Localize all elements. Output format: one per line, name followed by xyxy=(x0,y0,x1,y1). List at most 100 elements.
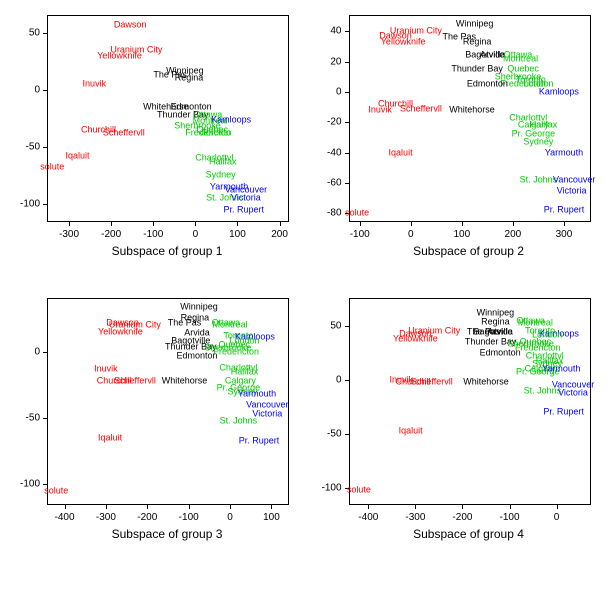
data-point-label: Scheffervll xyxy=(114,377,156,386)
panel-1: -100-50050-300-200-1000100200DawsonUrani… xyxy=(15,15,297,258)
xtick-mark xyxy=(360,221,361,226)
xtick-mark xyxy=(557,504,558,509)
data-point-label: Victoria xyxy=(558,388,588,397)
data-point-label: Inuvik xyxy=(368,106,392,115)
ytick-mark xyxy=(345,62,350,63)
ytick-mark xyxy=(345,326,350,327)
data-point-label: Regina xyxy=(463,37,492,46)
data-point-label: Yarmouth xyxy=(542,365,580,374)
xtick-mark xyxy=(147,504,148,509)
data-point-label: solute xyxy=(44,486,68,495)
data-point-label: Whitehorse xyxy=(463,378,509,387)
data-point-label: Yellowknife xyxy=(97,51,142,60)
plot-area: -100-500-400-300-200-1000100WinnipegRegi… xyxy=(47,298,289,505)
ytick-mark xyxy=(345,380,350,381)
xtick-mark xyxy=(415,504,416,509)
panel-4: -100-50050-400-300-200-1000WinnipegRegin… xyxy=(317,298,599,541)
data-point-label: Whitehorse xyxy=(162,377,208,386)
data-point-label: Victoria xyxy=(557,186,587,195)
x-axis-label: Subspace of group 4 xyxy=(349,527,589,541)
data-point-label: Arvida xyxy=(480,51,506,60)
data-point-label: Iqaluit xyxy=(389,148,413,157)
xtick-mark xyxy=(69,221,70,226)
xtick-mark xyxy=(462,504,463,509)
data-point-label: Fredericton xyxy=(214,347,260,356)
data-point-label: Edmonton xyxy=(467,80,508,89)
xtick-mark xyxy=(271,504,272,509)
plot-area: -80-60-40-2002040-1000100200300WinnipegU… xyxy=(349,15,591,222)
data-point-label: Yellowknife xyxy=(381,37,426,46)
xtick-mark xyxy=(411,221,412,226)
panel-2: -80-60-40-2002040-1000100200300WinnipegU… xyxy=(317,15,599,258)
ytick-mark xyxy=(345,434,350,435)
xtick-mark xyxy=(153,221,154,226)
ytick-mark xyxy=(43,418,48,419)
ytick-mark xyxy=(43,33,48,34)
ytick-mark xyxy=(43,352,48,353)
xtick-mark xyxy=(280,221,281,226)
data-point-label: St. Johns xyxy=(520,176,558,185)
data-point-label: Scheffervll xyxy=(400,104,442,113)
data-point-label: Dawson xyxy=(114,21,147,30)
data-point-label: Edmonton xyxy=(176,351,217,360)
xtick-mark xyxy=(106,504,107,509)
data-point-label: solute xyxy=(40,163,64,172)
data-point-label: Yellowknife xyxy=(98,328,143,337)
data-point-label: Scheffervll xyxy=(103,129,145,138)
data-point-label: Iqaluit xyxy=(98,433,122,442)
data-point-label: Montreal xyxy=(503,54,538,63)
panel-grid: -100-50050-300-200-1000100200DawsonUrani… xyxy=(15,15,598,541)
data-point-label: Pr. Rupert xyxy=(543,408,584,417)
data-point-label: Sydney xyxy=(523,138,553,147)
xtick-mark xyxy=(237,221,238,226)
ytick-mark xyxy=(43,204,48,205)
data-point-label: Arvida xyxy=(487,328,513,337)
xtick-mark xyxy=(189,504,190,509)
data-point-label: Winnipeg xyxy=(456,19,494,28)
ytick-mark xyxy=(345,153,350,154)
data-point-label: Iqaluit xyxy=(65,152,89,161)
data-point-label: St. Johns xyxy=(524,386,562,395)
data-point-label: Edmonton xyxy=(480,348,521,357)
xtick-mark xyxy=(513,221,514,226)
xtick-mark xyxy=(510,504,511,509)
xtick-mark xyxy=(230,504,231,509)
data-point-label: Kamloops xyxy=(539,87,579,96)
data-point-label: Victoria xyxy=(231,194,261,203)
ytick-mark xyxy=(345,92,350,93)
plot-area: -100-50050-400-300-200-1000WinnipegRegin… xyxy=(349,298,591,505)
data-point-label: Regina xyxy=(481,317,510,326)
ytick-mark xyxy=(345,122,350,123)
data-point-label: Whitehorse xyxy=(449,106,495,115)
data-point-label: Yarmouth xyxy=(545,148,583,157)
data-point-label: The Pas xyxy=(168,318,202,327)
x-axis-label: Subspace of group 3 xyxy=(47,527,287,541)
ytick-mark xyxy=(43,90,48,91)
data-point-label: solute xyxy=(345,209,369,218)
data-point-label: Pr. Rupert xyxy=(239,436,280,445)
x-axis-label: Subspace of group 1 xyxy=(47,244,287,258)
data-point-label: Pr. Rupert xyxy=(224,205,265,214)
data-point-label: Fredericton xyxy=(185,129,231,138)
xtick-mark xyxy=(368,504,369,509)
panel-3: -100-500-400-300-200-1000100WinnipegRegi… xyxy=(15,298,297,541)
data-point-label: Yarmouth xyxy=(238,390,276,399)
data-point-label: solute xyxy=(347,485,371,494)
data-point-label: Yellowknife xyxy=(393,334,438,343)
data-point-label: Montreal xyxy=(213,321,248,330)
data-point-label: Halifax xyxy=(209,157,237,166)
data-point-label: Inuvik xyxy=(94,365,118,374)
data-point-label: Winnipeg xyxy=(180,302,218,311)
x-axis-label: Subspace of group 2 xyxy=(349,244,589,258)
ytick-mark xyxy=(345,31,350,32)
data-point-label: Inuvik xyxy=(83,80,107,89)
xtick-mark xyxy=(564,221,565,226)
ytick-mark xyxy=(43,147,48,148)
xtick-mark xyxy=(111,221,112,226)
data-point-label: Scheffervll xyxy=(411,378,453,387)
data-point-label: St. Johns xyxy=(220,416,258,425)
data-point-label: Sydney xyxy=(206,171,236,180)
ytick-mark xyxy=(345,183,350,184)
xtick-mark xyxy=(195,221,196,226)
data-point-label: Vancouver xyxy=(553,176,595,185)
